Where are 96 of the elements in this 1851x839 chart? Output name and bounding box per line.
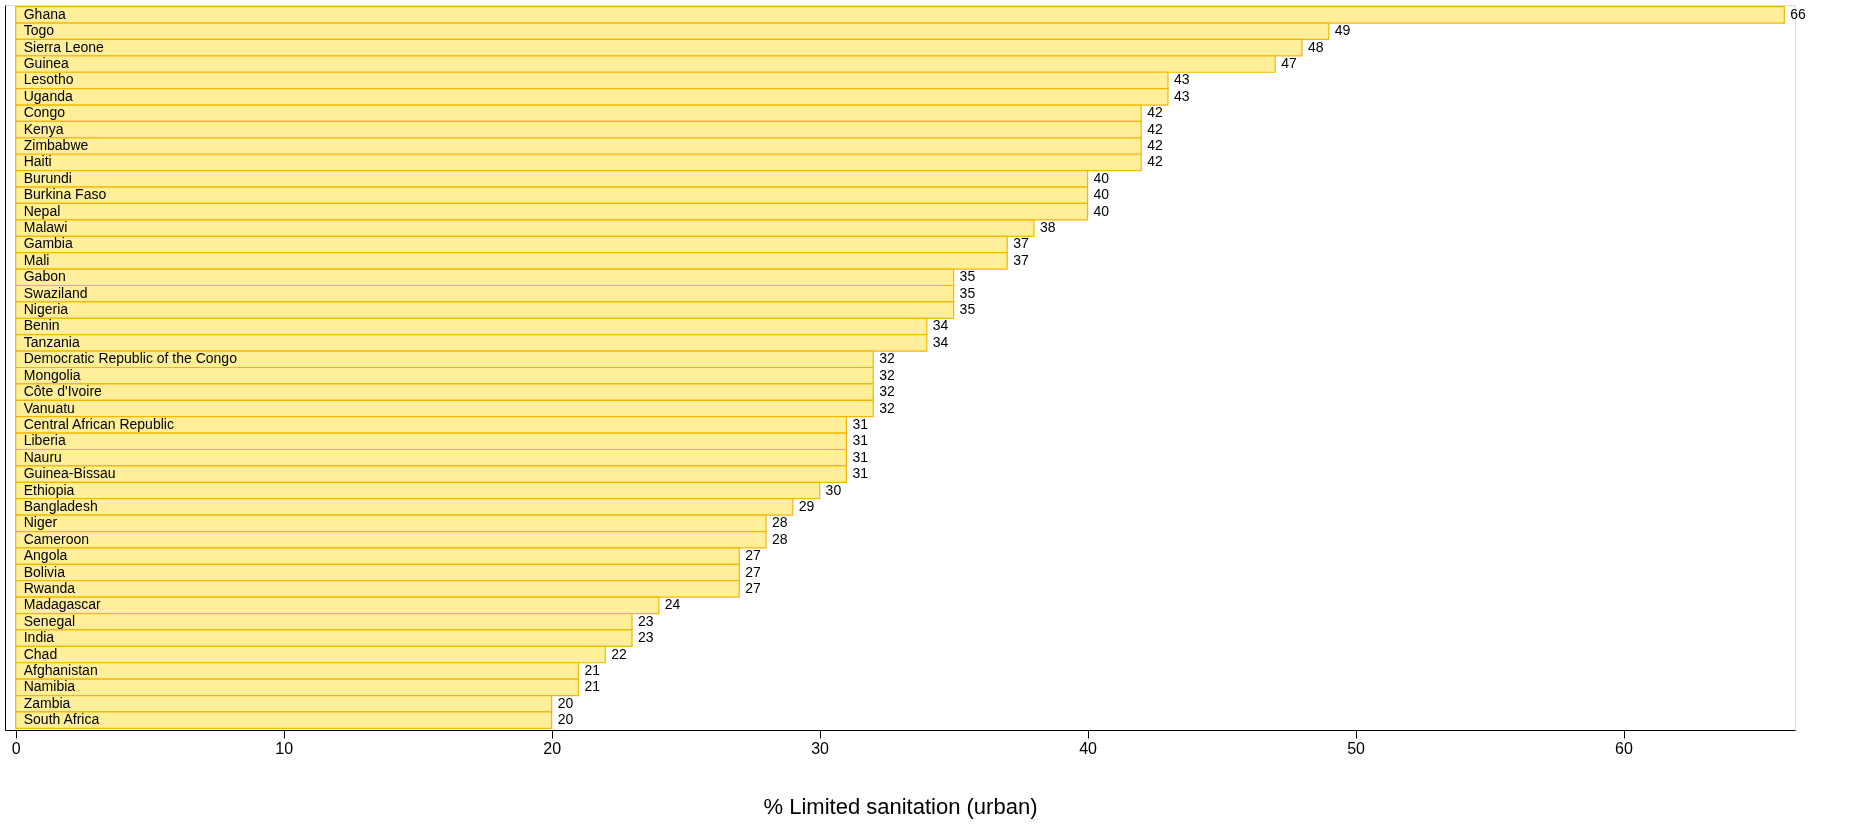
data-label: 40 [1093,169,1110,186]
y-tick-label: Rwanda [23,579,76,596]
data-label: 34 [932,333,949,350]
y-tick-label: Togo [23,22,55,39]
y-tick-label: Democratic Republic of the Congo [23,350,238,367]
data-label: 29 [798,497,815,514]
y-tick-label: Benin [23,317,60,334]
data-label: 32 [879,399,895,416]
y-tick-label: Madagascar [23,596,102,613]
data-label: 21 [584,678,601,695]
data-label: 40 [1093,202,1110,219]
data-label: 31 [852,465,869,482]
y-tick-label: Liberia [23,432,66,449]
data-label: 20 [557,694,574,711]
y-tick-label: Gambia [23,235,73,252]
y-tick-label: Vanuatu [23,399,75,416]
data-label: 31 [852,448,869,465]
y-tick-label: Zimbabwe [23,137,89,154]
y-tick-label: Lesotho [23,71,74,88]
data-label: 42 [1147,120,1163,137]
data-label: 35 [959,268,976,285]
data-label: 48 [1307,38,1324,55]
y-tick-label: Malawi [23,219,68,236]
y-tick-label: Guinea [23,55,70,72]
y-tick-label: Burkina Faso [23,186,107,203]
data-label: 23 [638,612,654,629]
y-tick-label: South Africa [23,711,100,728]
data-label: 22 [611,645,628,662]
y-tick-label: Guinea-Bissau [23,465,116,482]
y-tick-label: Senegal [23,612,76,629]
data-label: 35 [959,284,976,301]
y-tick-label: Swaziland [23,284,88,301]
data-label: 42 [1147,153,1163,170]
data-label: 24 [664,596,681,613]
data-label: 47 [1281,55,1297,72]
data-label: 42 [1147,137,1163,154]
y-tick-label: Kenya [23,120,64,137]
y-tick-label: Gabon [23,268,66,285]
y-tick-label: Côte d'Ivoire [23,383,103,400]
data-label: 30 [825,481,842,498]
y-tick-label: Mali [23,251,50,268]
data-label: 27 [745,563,762,580]
data-label: 27 [745,579,762,596]
y-tick-label: Sierra Leone [23,38,105,55]
y-tick-label: Tanzania [23,333,80,350]
data-label: 32 [879,383,895,400]
y-tick-label: Nigeria [23,301,69,318]
y-tick-label: Burundi [23,169,72,186]
data-label: 31 [852,415,869,432]
data-label: 37 [1013,251,1029,268]
data-label: 49 [1334,22,1351,39]
data-label: 43 [1173,87,1190,104]
data-label: 34 [932,317,949,334]
x-tick-label: 40 [1079,739,1098,757]
data-label: 43 [1173,71,1190,88]
y-tick-label: India [23,629,55,646]
x-tick-label: 60 [1615,739,1633,757]
y-tick-label: Zambia [23,694,71,711]
y-tick-label: Congo [23,104,66,121]
x-tick-label: 50 [1347,739,1366,757]
x-axis-title: % Limited sanitation (urban) [763,793,1038,819]
data-label: 42 [1147,104,1163,121]
y-tick-label: Haiti [23,153,52,170]
y-tick-label: Afghanistan [23,661,98,678]
y-tick-label: Cameroon [23,530,90,547]
y-tick-label: Ethiopia [23,481,75,498]
x-tick-label: 0 [11,739,21,757]
data-label: 28 [772,514,788,531]
data-label: 37 [1013,235,1029,252]
x-tick-label: 20 [543,739,562,757]
data-label: 31 [852,432,869,449]
y-tick-label: Bangladesh [23,497,98,514]
y-tick-label: Chad [23,645,58,662]
y-tick-label: Namibia [23,678,76,695]
data-label: 23 [638,629,654,646]
y-tick-label: Niger [23,514,58,531]
data-label: 28 [772,530,788,547]
x-tick-label: 30 [811,739,830,757]
y-tick-label: Mongolia [23,366,81,383]
data-label: 21 [584,661,601,678]
data-label: 40 [1093,186,1110,203]
data-label: 27 [745,547,762,564]
y-tick-label: Ghana [23,5,66,22]
x-tick-label: 10 [275,739,294,757]
data-label: 32 [879,366,895,383]
data-label: 66 [1790,5,1807,22]
y-tick-label: Angola [23,547,68,564]
y-tick-label: Nauru [23,448,62,465]
y-tick-label: Bolivia [23,563,66,580]
data-label: 20 [557,711,574,728]
data-label: 38 [1039,219,1056,236]
y-tick-label: Nepal [23,202,61,219]
y-tick-label: Central African Republic [23,415,174,432]
y-tick-label: Uganda [23,87,73,104]
data-label: 32 [879,350,895,367]
data-label: 35 [959,301,976,318]
